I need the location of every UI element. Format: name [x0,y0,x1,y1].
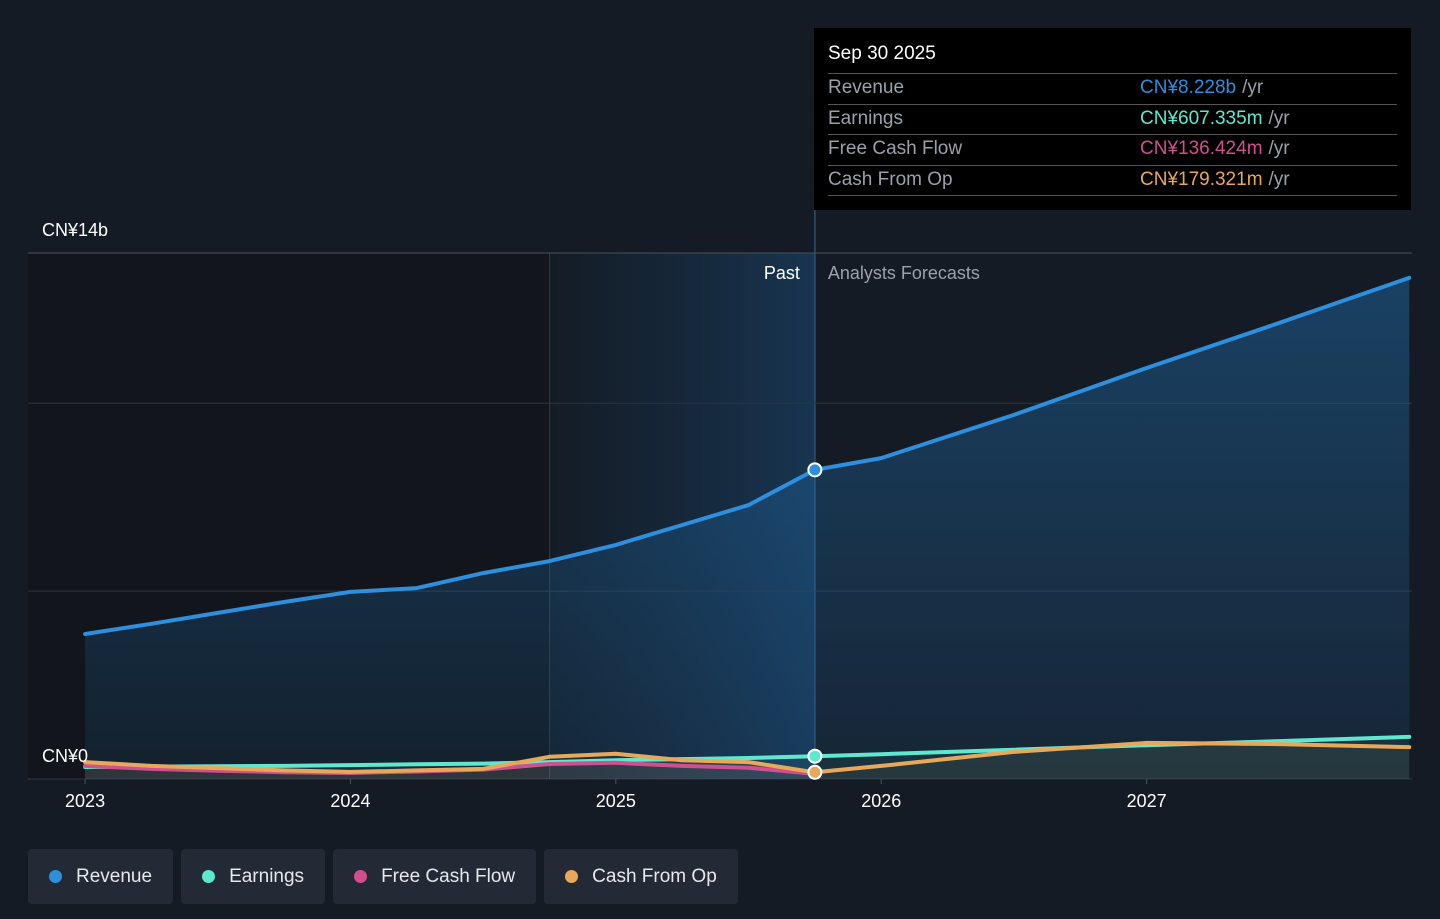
tooltip-row: Revenue CN¥8.228b/yr [828,73,1397,104]
x-tick-label: 2025 [596,791,636,811]
tooltip: Sep 30 2025 Revenue CN¥8.228b/yr Earnings CN… [814,28,1411,210]
tooltip-unit: /yr [1268,107,1290,129]
tooltip-unit: /yr [1268,168,1290,190]
legend-swatch [202,870,216,883]
legend-label: Cash From Op [592,865,717,887]
tooltip-label: Earnings [828,107,903,129]
tooltip-rule [828,195,1397,196]
tooltip-title: Sep 30 2025 [828,43,936,64]
tooltip-value: CN¥179.321m/yr [1140,168,1290,190]
tooltip-value: CN¥8.228b/yr [1140,77,1264,98]
series-line [83,275,1412,636]
legend-swatch [354,870,368,883]
y-tick-label: CN¥14b [42,220,108,240]
tooltip-unit: /yr [1268,138,1290,159]
legend: Revenue Earnings Free Cash Flow Cash From O… [28,849,738,904]
x-tick-label: 2023 [65,791,105,811]
past-label: Past [764,263,800,283]
tooltip-label: Revenue [828,77,905,98]
tooltip-row: Earnings CN¥607.335m/yr [828,103,1397,135]
series-area [85,742,1410,779]
series-area [85,277,1410,779]
highlight-point [807,748,823,764]
tooltip-row: Free Cash Flow CN¥136.424m/yr [828,134,1397,165]
x-tick-label: 2027 [1127,791,1167,811]
chart: CN¥0 CN¥14b 2023 2024 2025 2026 2027 Past Analys… [28,210,1412,811]
legend-item[interactable]: Cash From Op [544,849,738,904]
tooltip-label: Free Cash Flow [828,138,963,159]
tooltip-value: CN¥607.335m/yr [1140,107,1290,129]
x-tick-label: 2026 [861,791,901,811]
legend-label: Earnings [229,865,305,887]
legend-swatch [565,870,579,883]
tooltip-unit: /yr [1242,77,1264,98]
highlight-point [807,764,823,780]
tooltip-value: CN¥136.424m/yr [1140,138,1290,159]
x-tick-label: 2024 [330,791,370,811]
y-tick-label: CN¥0 [42,746,88,766]
highlight-point [807,462,823,478]
legend-item[interactable]: Revenue [28,849,174,904]
forecast-label: Analysts Forecasts [828,263,980,283]
legend-label: Revenue [76,865,153,887]
legend-item[interactable]: Free Cash Flow [333,849,537,904]
series-line [83,740,1412,775]
tooltip-label: Cash From Op [828,168,953,190]
legend-item[interactable]: Earnings [181,849,326,904]
legend-label: Free Cash Flow [381,865,516,887]
legend-swatch [49,870,62,883]
tooltip-row: Cash From Op CN¥179.321m/yr [828,164,1397,196]
